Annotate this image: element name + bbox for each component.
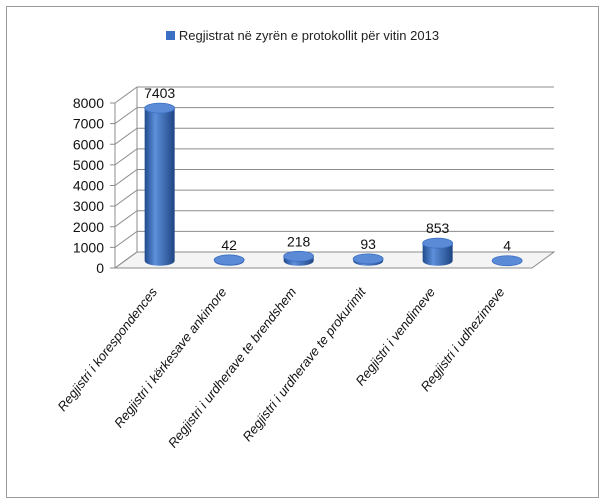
bar [283, 250, 315, 266]
category-label: Regjistri i urdherave te brendshem [165, 284, 299, 450]
gridline-side [114, 148, 138, 166]
bar [491, 255, 523, 267]
bar-top [283, 250, 315, 262]
bar [144, 102, 176, 266]
bar [352, 253, 384, 266]
y-tick-label: 4000 [73, 178, 104, 194]
data-label: 93 [360, 236, 376, 252]
bar-top [144, 102, 176, 114]
bar-body [353, 258, 384, 266]
category-label: Regjistri i urdherave te prokurimit [239, 284, 369, 445]
legend-swatch [165, 31, 175, 40]
floor [113, 251, 556, 269]
y-tick-label: 7000 [73, 116, 104, 132]
y-tick-label: 8000 [73, 95, 104, 111]
bar-body [283, 256, 314, 266]
y-tick-label: 1000 [73, 239, 104, 255]
y-tick-label: 6000 [73, 136, 104, 152]
gridline-side [114, 107, 138, 125]
bar-top [491, 255, 523, 267]
bar-top [352, 253, 384, 265]
gridline-side [114, 210, 138, 228]
category-label: Regjistri i kërkesave ankimore [111, 285, 230, 431]
gridline-side [114, 86, 138, 104]
y-tick-label: 3000 [73, 198, 104, 214]
legend-label: Regjistrat në zyrën e protokollit për vi… [178, 28, 440, 43]
bar [213, 254, 245, 266]
grid-layer [110, 86, 556, 269]
gridline-side [114, 169, 138, 186]
bars [144, 102, 523, 267]
data-label: 218 [287, 233, 311, 249]
data-label: 42 [221, 237, 237, 253]
bar-top [213, 254, 245, 266]
gridline-side [114, 189, 138, 207]
gridline-side [114, 127, 138, 145]
bar [422, 237, 454, 266]
y-tick-label: 0 [96, 260, 104, 276]
data-label: 853 [426, 220, 450, 236]
bar-top [422, 237, 454, 249]
category-label: Regjistri i vendimeve [352, 285, 438, 389]
y-tick-label: 2000 [73, 219, 104, 235]
data-label: 7403 [144, 85, 175, 101]
gridline-side [114, 230, 138, 248]
bar-body [422, 243, 453, 266]
side-wall-bottom-edge [114, 251, 138, 269]
legend: Regjistrat në zyrën e protokollit për vi… [0, 28, 605, 43]
data-label: 4 [503, 238, 511, 254]
bar-body [144, 108, 175, 266]
y-tick-label: 5000 [73, 157, 104, 173]
